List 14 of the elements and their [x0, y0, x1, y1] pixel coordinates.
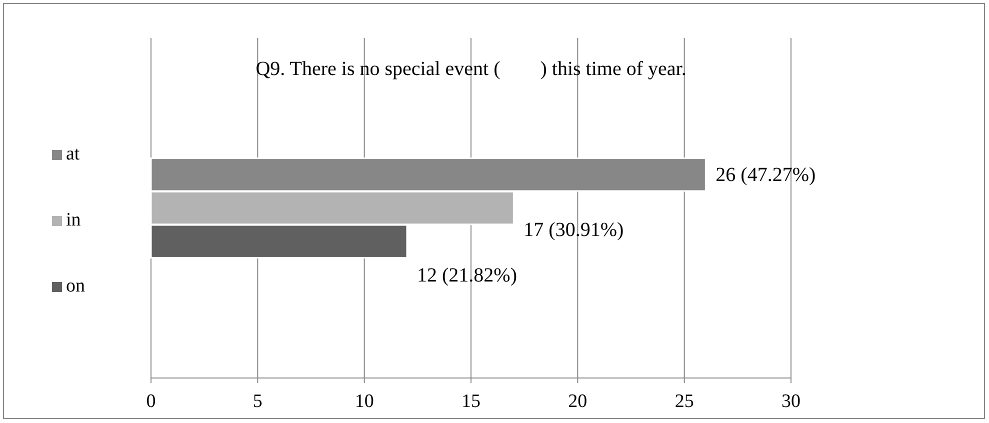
legend-label: on: [66, 275, 86, 296]
legend-label: in: [66, 209, 82, 230]
x-tick-label: 15: [462, 390, 480, 412]
x-tick-label: 30: [782, 390, 800, 412]
x-tick-label: 20: [568, 390, 588, 412]
x-tick-label: 0: [146, 390, 156, 412]
text: Q9. There is no special event ( ) this time of year.: [256, 58, 686, 80]
x-tick-label: 25: [674, 390, 694, 412]
data-label: 12 (21.82%): [417, 264, 517, 286]
x-tick-label: 5: [252, 390, 262, 412]
legend-label: at: [66, 143, 80, 164]
data-label: 17 (30.91%): [524, 218, 624, 241]
x-tick-label: 10: [354, 390, 374, 412]
data-label: 26 (47.27%): [716, 164, 816, 186]
